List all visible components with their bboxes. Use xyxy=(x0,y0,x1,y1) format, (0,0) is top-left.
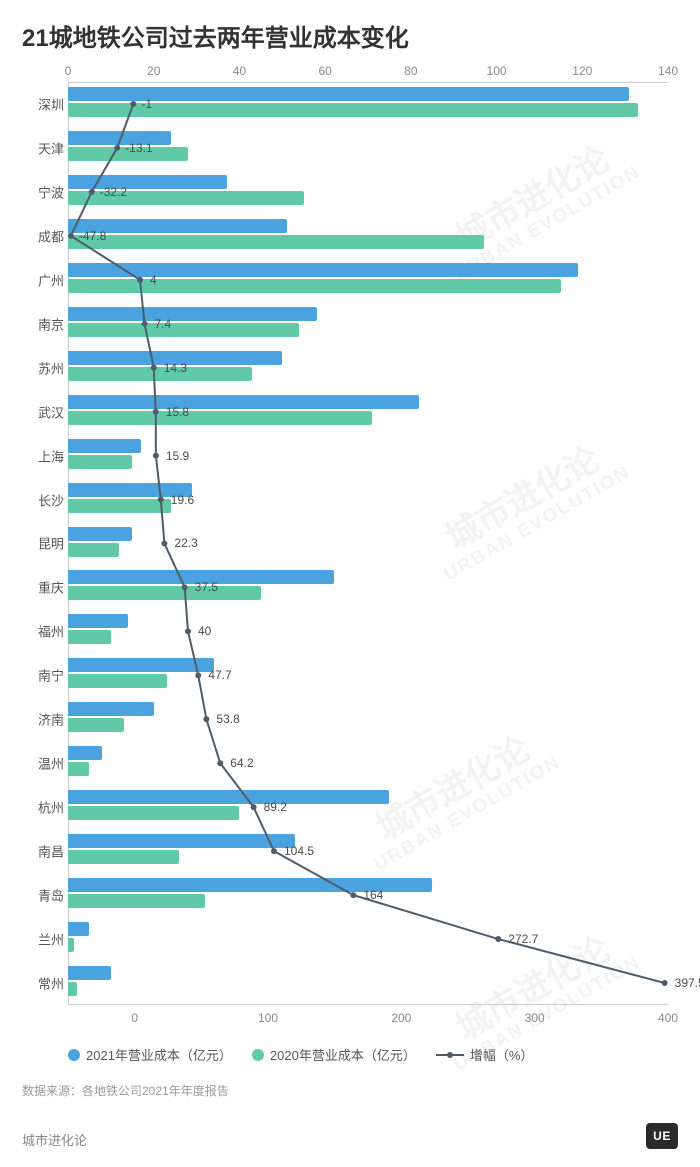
bottom-axis-tick: 200 xyxy=(391,1011,411,1025)
legend: 2021年营业成本（亿元） 2020年营业成本（亿元） 增幅（%） xyxy=(68,1045,533,1064)
trend-point-label: 47.7 xyxy=(208,668,231,682)
top-axis-tick: 80 xyxy=(404,64,417,78)
bottom-axis-tick: 300 xyxy=(525,1011,545,1025)
trend-point xyxy=(158,497,164,503)
category-label: 宁波 xyxy=(20,182,64,201)
trend-point-label: 40 xyxy=(198,624,211,638)
trend-point xyxy=(161,540,167,546)
category-label: 重庆 xyxy=(20,578,64,597)
trend-point-label: -47.8 xyxy=(79,229,106,243)
top-axis-tick: 40 xyxy=(233,64,246,78)
publisher-badge: UE xyxy=(646,1123,678,1149)
category-label: 青岛 xyxy=(20,886,64,905)
category-label: 昆明 xyxy=(20,534,64,553)
legend-item: 增幅（%） xyxy=(436,1045,534,1064)
trend-point xyxy=(151,365,157,371)
chart-container: 21城地铁公司过去两年营业成本变化 城市进化论URBAN EVOLUTION城市… xyxy=(0,0,700,1167)
category-label: 福州 xyxy=(20,622,64,641)
category-label: 南昌 xyxy=(20,842,64,861)
category-label: 常州 xyxy=(20,973,64,992)
trend-point xyxy=(114,145,120,151)
trend-point xyxy=(153,409,159,415)
legend-item: 2021年营业成本（亿元） xyxy=(68,1045,232,1064)
brand-name: 城市进化论 xyxy=(22,1130,87,1149)
trend-point xyxy=(89,189,95,195)
bottom-axis-tick: 400 xyxy=(658,1011,678,1025)
trend-point xyxy=(130,101,136,107)
trend-point-label: 14.3 xyxy=(164,361,187,375)
trend-point xyxy=(68,233,74,239)
legend-item: 2020年营业成本（亿元） xyxy=(252,1045,416,1064)
top-axis-tick: 60 xyxy=(318,64,331,78)
trend-point-label: -32.2 xyxy=(100,185,127,199)
category-label: 长沙 xyxy=(20,490,64,509)
legend-label: 增幅（%） xyxy=(470,1045,534,1064)
trend-point xyxy=(142,321,148,327)
top-axis-tick: 0 xyxy=(65,64,72,78)
top-axis-tick: 20 xyxy=(147,64,160,78)
category-label: 深圳 xyxy=(20,94,64,113)
trend-point-label: 22.3 xyxy=(174,536,197,550)
trend-point xyxy=(495,936,501,942)
legend-label: 2020年营业成本（亿元） xyxy=(270,1045,416,1064)
category-label: 南宁 xyxy=(20,666,64,685)
legend-swatch xyxy=(68,1049,80,1061)
category-label: 苏州 xyxy=(20,358,64,377)
trend-point-label: 272.7 xyxy=(508,932,538,946)
bottom-axis-tick: 0 xyxy=(131,1011,138,1025)
legend-label: 2021年营业成本（亿元） xyxy=(86,1045,232,1064)
category-label: 成都 xyxy=(20,226,64,245)
trend-point xyxy=(662,980,668,986)
category-label: 南京 xyxy=(20,314,64,333)
trend-point xyxy=(251,804,257,810)
category-label: 杭州 xyxy=(20,798,64,817)
trend-line-layer xyxy=(68,82,668,1005)
trend-point-label: 7.4 xyxy=(155,317,172,331)
trend-point-label: -13.1 xyxy=(125,141,152,155)
trend-point xyxy=(153,453,159,459)
top-axis-tick: 120 xyxy=(572,64,592,78)
trend-point-label: 15.8 xyxy=(166,405,189,419)
plot-area: 020406080100120140 0100200300400 深圳天津宁波成… xyxy=(68,82,668,1005)
trend-line xyxy=(71,104,665,983)
trend-point-label: 164 xyxy=(363,888,383,902)
trend-point xyxy=(203,716,209,722)
trend-point-label: 19.6 xyxy=(171,493,194,507)
trend-point-label: 104.5 xyxy=(284,844,314,858)
category-label: 温州 xyxy=(20,754,64,773)
trend-point xyxy=(350,892,356,898)
trend-point-label: 4 xyxy=(150,273,157,287)
category-label: 上海 xyxy=(20,446,64,465)
trend-point xyxy=(271,848,277,854)
trend-point xyxy=(185,628,191,634)
category-label: 兰州 xyxy=(20,930,64,949)
trend-point-label: 53.8 xyxy=(216,712,239,726)
source-note: 数据来源：各地铁公司2021年年度报告 xyxy=(22,1082,229,1099)
chart-title: 21城地铁公司过去两年营业成本变化 xyxy=(22,18,678,53)
trend-point xyxy=(182,584,188,590)
trend-point-label: 37.5 xyxy=(195,580,218,594)
legend-swatch xyxy=(252,1049,264,1061)
trend-point-label: -1 xyxy=(141,97,152,111)
category-label: 济南 xyxy=(20,710,64,729)
top-axis-tick: 100 xyxy=(487,64,507,78)
trend-point-label: 15.9 xyxy=(166,449,189,463)
top-axis-tick: 140 xyxy=(658,64,678,78)
category-label: 天津 xyxy=(20,138,64,157)
legend-line-icon xyxy=(436,1054,464,1056)
category-label: 广州 xyxy=(20,270,64,289)
trend-point xyxy=(195,672,201,678)
trend-point xyxy=(137,277,143,283)
trend-point-label: 397.5 xyxy=(675,976,700,990)
trend-point-label: 89.2 xyxy=(264,800,287,814)
category-label: 武汉 xyxy=(20,402,64,421)
trend-point-label: 64.2 xyxy=(230,756,253,770)
bottom-axis-tick: 100 xyxy=(258,1011,278,1025)
trend-point xyxy=(217,760,223,766)
